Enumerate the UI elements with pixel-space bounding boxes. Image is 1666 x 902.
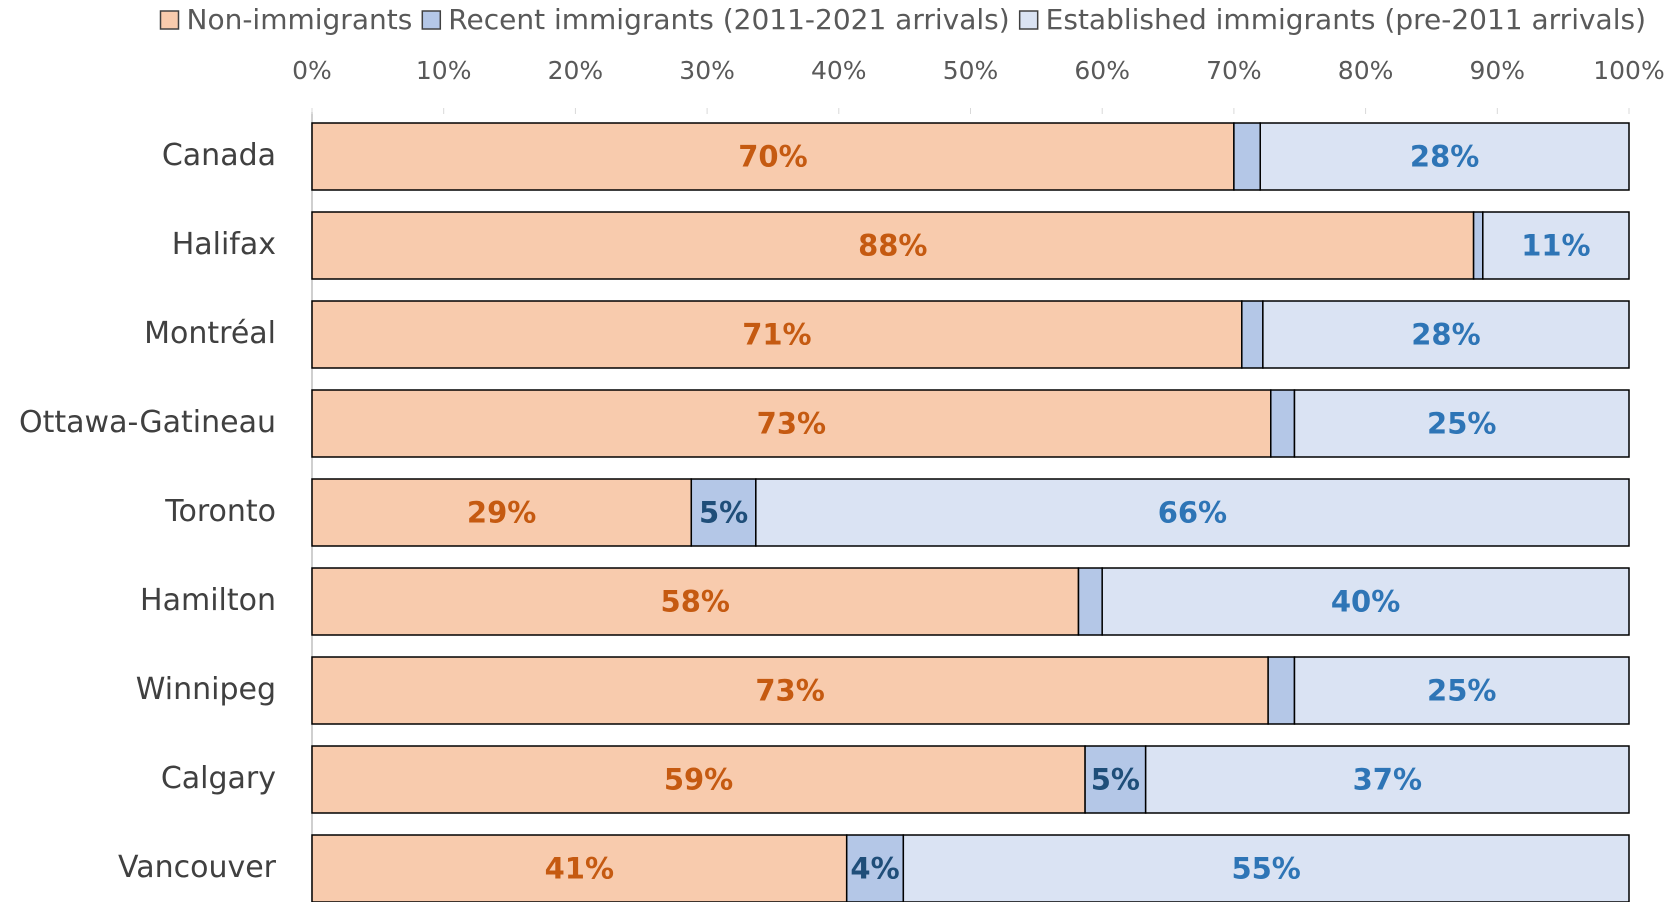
bar-segment — [755, 478, 1630, 547]
bar-segment — [1270, 389, 1296, 458]
category-label: Ottawa-Gatineau — [19, 405, 276, 440]
data-label: 37% — [1353, 763, 1422, 797]
data-label: 71% — [742, 318, 811, 352]
bar-segment — [311, 567, 1080, 636]
data-label: 5% — [699, 496, 748, 530]
category-label: Montréal — [144, 316, 276, 351]
bar-segment — [1293, 656, 1630, 725]
x-tick-label: 70% — [1206, 56, 1262, 85]
bar-segment — [311, 122, 1235, 191]
legend-label: Recent immigrants (2011-2021 arrivals) — [448, 3, 1009, 36]
x-tick-label: 90% — [1470, 56, 1526, 85]
category-label: Canada — [162, 138, 276, 173]
legend-label: Established immigrants (pre-2011 arrival… — [1046, 3, 1646, 36]
x-tick-label: 40% — [811, 56, 867, 85]
bar-segment — [1259, 122, 1630, 191]
data-label: 11% — [1521, 229, 1590, 263]
bar-segment — [1084, 745, 1147, 814]
data-label: 25% — [1427, 407, 1496, 441]
data-label: 29% — [467, 496, 536, 530]
x-tick-label: 0% — [292, 56, 332, 85]
category-label: Calgary — [161, 761, 276, 796]
data-label: 25% — [1427, 674, 1496, 708]
bar-segment — [1144, 745, 1630, 814]
data-label: 28% — [1410, 140, 1479, 174]
bar-segment — [1267, 656, 1296, 725]
x-tick-label: 10% — [416, 56, 472, 85]
legend-swatch — [1018, 10, 1039, 30]
category-label: Winnipeg — [136, 672, 276, 707]
data-label: 41% — [545, 852, 614, 886]
data-label: 5% — [1091, 763, 1140, 797]
bar-segment — [1101, 567, 1630, 636]
data-label: 70% — [738, 140, 807, 174]
data-label: 59% — [664, 763, 733, 797]
bar-segment — [902, 834, 1630, 902]
bar-segment — [1241, 300, 1264, 369]
category-label: Toronto — [164, 494, 276, 529]
data-label: 73% — [755, 674, 824, 708]
data-label: 55% — [1231, 852, 1300, 886]
bar-segment — [311, 478, 693, 547]
bar-segment — [311, 300, 1243, 369]
x-tick-label: 100% — [1593, 56, 1664, 85]
x-tick-label: 20% — [548, 56, 604, 85]
bar-segment — [311, 389, 1272, 458]
data-label: 66% — [1158, 496, 1227, 530]
bar-segment — [311, 745, 1086, 814]
data-label: 58% — [661, 585, 730, 619]
bar-segment — [1233, 122, 1261, 191]
legend-label: Non-immigrants — [187, 3, 413, 36]
x-tick-label: 60% — [1074, 56, 1130, 85]
bar-segment — [845, 834, 905, 902]
x-tick-label: 80% — [1338, 56, 1394, 85]
category-label: Vancouver — [118, 850, 277, 885]
bar-segment — [311, 211, 1475, 280]
data-label: 40% — [1331, 585, 1400, 619]
bar-segment — [1262, 300, 1630, 369]
data-label: 4% — [850, 852, 899, 886]
bar-segment — [1472, 211, 1484, 280]
data-label: 88% — [858, 229, 927, 263]
bar-segment — [1293, 389, 1630, 458]
legend-swatch — [159, 10, 180, 30]
bar-segment — [1482, 211, 1630, 280]
x-tick-label: 30% — [679, 56, 735, 85]
bar-segment — [690, 478, 757, 547]
bar-segment — [311, 656, 1269, 725]
bar-segment — [1077, 567, 1103, 636]
legend-swatch — [421, 10, 442, 30]
x-tick-label: 50% — [943, 56, 999, 85]
data-label: 73% — [757, 407, 826, 441]
category-label: Halifax — [172, 227, 276, 262]
category-label: Hamilton — [140, 583, 276, 618]
data-label: 28% — [1411, 318, 1480, 352]
